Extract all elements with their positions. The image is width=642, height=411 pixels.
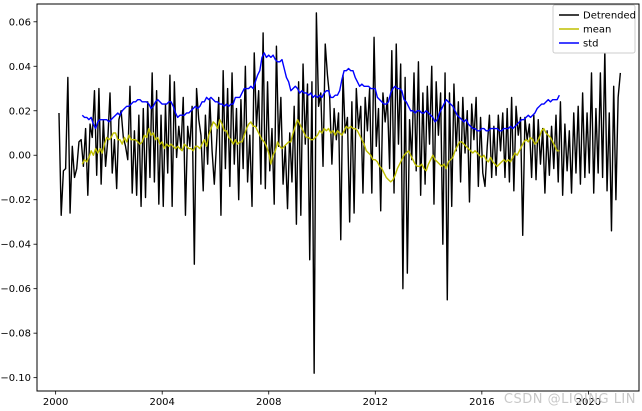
x-tick-label: 2020 xyxy=(576,397,601,408)
x-axis: 2000 2004 2008 2012 2016 2020 xyxy=(43,391,601,408)
legend-box xyxy=(552,4,636,54)
series-line-detrended xyxy=(58,12,622,374)
x-tick-label: 2012 xyxy=(363,397,388,408)
series-layer xyxy=(58,12,622,374)
x-tick-label: 2008 xyxy=(256,397,281,408)
axes-frame xyxy=(36,3,640,392)
y-tick-label: 0.02 xyxy=(9,106,31,117)
legend-label-detrended: Detrended xyxy=(583,11,636,22)
x-tick-label: 2000 xyxy=(43,397,68,408)
y-axis: 0.06 0.04 0.02 0.00 −0.02 −0.04 −0.06 −0.08 −0.1… xyxy=(0,17,37,384)
y-tick-label: −0.02 xyxy=(0,195,31,206)
y-tick-label: −0.04 xyxy=(0,240,31,251)
legend-label-std: std xyxy=(583,39,598,50)
legend-label-mean: mean xyxy=(583,25,611,36)
y-tick-label: −0.10 xyxy=(0,373,31,384)
y-tick-label: −0.08 xyxy=(0,329,31,340)
y-tick-label: 0.06 xyxy=(9,17,31,28)
legend: Detrended mean std xyxy=(552,4,636,54)
y-tick-label: −0.06 xyxy=(0,284,31,295)
x-tick-label: 2016 xyxy=(469,397,494,408)
x-tick-label: 2004 xyxy=(149,397,174,408)
series-line-mean xyxy=(81,118,560,183)
series-line-std xyxy=(81,52,560,132)
y-tick-label: 0.04 xyxy=(9,62,31,73)
plot-area xyxy=(36,3,640,392)
y-tick-label: 0.00 xyxy=(9,151,31,162)
watermark: CSDN @LIQING LIN xyxy=(503,392,636,407)
